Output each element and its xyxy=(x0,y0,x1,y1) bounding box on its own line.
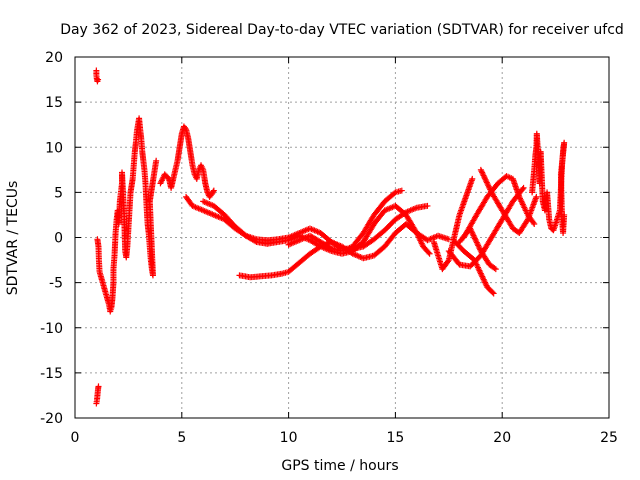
x-tick-label: 10 xyxy=(280,430,298,446)
axis-ticks xyxy=(74,56,610,419)
y-tick-label: 10 xyxy=(45,140,63,156)
data-point xyxy=(424,202,431,209)
y-tick-label: 20 xyxy=(45,50,63,66)
x-tick-label: 25 xyxy=(600,430,618,446)
chart-title: Day 362 of 2023, Sidereal Day-to-day VTE… xyxy=(60,22,624,38)
data-point xyxy=(153,157,160,164)
data-point xyxy=(210,188,217,195)
y-tick-label: -5 xyxy=(49,276,63,292)
y-tick-label: 5 xyxy=(54,185,63,201)
data-point xyxy=(210,187,217,194)
data-point xyxy=(561,211,568,218)
data-point xyxy=(492,266,499,273)
y-axis-label: SDTVAR / TECUs xyxy=(5,181,21,296)
data-point xyxy=(444,258,451,265)
grid-lines xyxy=(75,57,609,418)
y-tick-label: 0 xyxy=(54,231,63,247)
x-tick-label: 20 xyxy=(493,430,511,446)
data-point xyxy=(252,238,259,245)
data-point xyxy=(489,289,496,296)
y-tick-label: -20 xyxy=(40,411,63,427)
data-point xyxy=(469,175,476,182)
data-point xyxy=(519,186,526,193)
data-point xyxy=(426,250,433,257)
y-tick-label: -10 xyxy=(40,321,63,337)
data-point xyxy=(326,244,333,251)
data-point xyxy=(95,383,102,390)
data-point xyxy=(490,290,497,297)
data-points xyxy=(93,67,568,407)
x-tick-label: 5 xyxy=(177,430,186,446)
y-tick-label: 15 xyxy=(45,95,63,111)
x-tick-label: 0 xyxy=(71,430,80,446)
y-tick-labels: -20 -15 -10 -5 0 5 10 15 20 xyxy=(40,50,63,427)
x-tick-label: 15 xyxy=(386,430,404,446)
data-point xyxy=(398,187,405,194)
x-tick-labels: 0 5 10 15 20 25 xyxy=(71,430,618,446)
data-point xyxy=(425,249,432,256)
x-axis-label: GPS time / hours xyxy=(281,458,398,474)
data-point xyxy=(533,193,540,200)
data-point xyxy=(531,220,538,227)
data-point xyxy=(491,265,498,272)
y-tick-label: -15 xyxy=(40,366,63,382)
data-point xyxy=(95,76,102,83)
data-point xyxy=(530,219,537,226)
data-point xyxy=(520,184,527,191)
